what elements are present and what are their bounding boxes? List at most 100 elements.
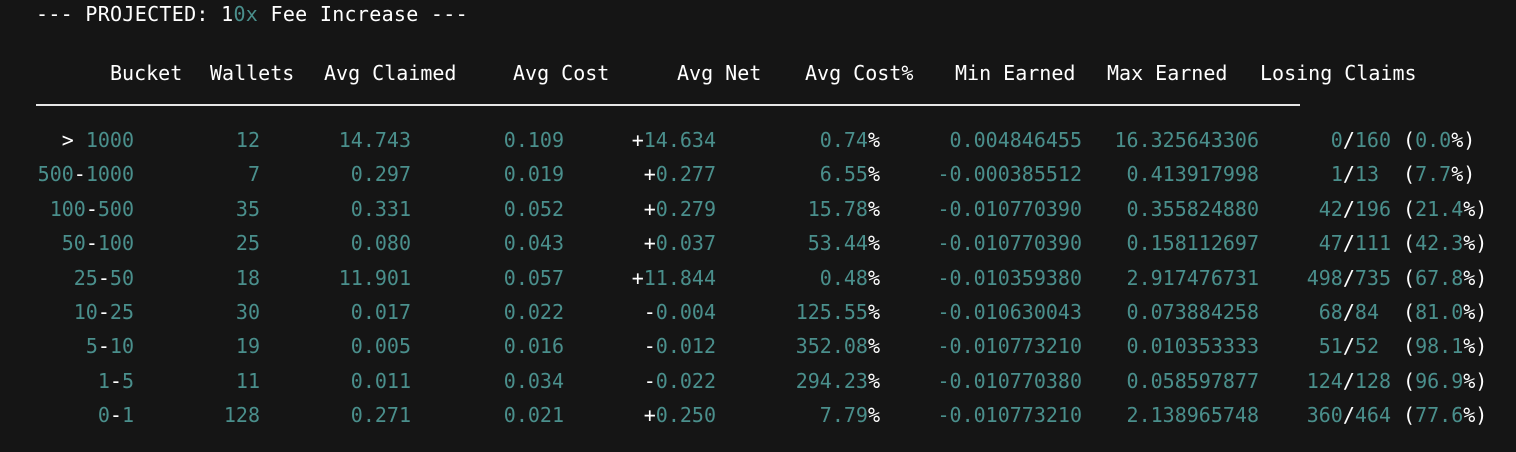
- table-row: 100-500 35 0.331 0.052 +0.279 15.78% -0.010770…: [0, 197, 1516, 231]
- cell-max-earned: 2.138965748: [1126, 403, 1259, 428]
- cell-avg-cost-pct: 294.23%: [795, 368, 880, 393]
- cell-avg-cost-pct: 352.08%: [795, 334, 880, 359]
- cell-min-earned: -0.010359380: [937, 265, 1083, 290]
- cell-min-earned: -0.010630043: [937, 300, 1083, 324]
- cell-avg-cost-pct: 6.55%: [819, 162, 880, 187]
- cell-avg-cost-pct: 0.74%: [819, 128, 880, 152]
- cell-wallets: 7: [247, 162, 260, 187]
- cell-avg-net: +0.250: [643, 403, 716, 428]
- cell-avg-cost: 0.022: [503, 300, 564, 324]
- cell-losing-claims: 0/160 (0.0%): [1330, 128, 1476, 152]
- cell-max-earned: 16.325643306: [1114, 128, 1260, 152]
- cell-losing-claims: 124/128 (96.9%): [1306, 368, 1488, 393]
- table-row: 500-1000 7 0.297 0.019 +0.277 6.55% -0.0003855…: [0, 162, 1516, 196]
- cell-max-earned: 2.917476731: [1126, 265, 1259, 290]
- cell-max-earned: 0.355824880: [1126, 196, 1259, 221]
- header-separator: [36, 104, 1300, 106]
- cell-avg-cost: 0.016: [503, 334, 564, 359]
- cell-min-earned: -0.000385512: [937, 162, 1083, 187]
- cell-bucket: 1-5: [97, 368, 134, 393]
- cell-losing-claims: 1/13 (7.7%): [1330, 162, 1476, 187]
- cell-avg-claimed: 14.743: [338, 128, 411, 152]
- cell-bucket: 25-50: [73, 265, 134, 290]
- cell-avg-claimed: 0.011: [350, 368, 411, 393]
- cell-bucket: 100-500: [49, 196, 134, 221]
- cell-avg-claimed: 0.271: [350, 403, 411, 428]
- cell-max-earned: 0.058597877: [1126, 368, 1259, 393]
- cell-losing-claims: 68/84 (81.0%): [1318, 300, 1488, 324]
- cell-min-earned: 0.004846455: [949, 128, 1082, 152]
- cell-avg-net: +0.277: [643, 162, 716, 187]
- cell-bucket: 0-1: [97, 403, 134, 428]
- cell-losing-claims: 42/196 (21.4%): [1318, 196, 1488, 221]
- cell-bucket: 5-10: [85, 334, 134, 359]
- cell-avg-net: +11.844: [631, 265, 716, 290]
- cell-losing-claims: 47/111 (42.3%): [1318, 231, 1488, 256]
- cell-avg-claimed: 0.297: [350, 162, 411, 187]
- cell-wallets: 30: [235, 300, 260, 324]
- cell-min-earned: -0.010773210: [937, 334, 1083, 359]
- cell-avg-claimed: 0.080: [350, 231, 411, 256]
- table-row: 50-100 25 0.080 0.043 +0.037 53.44% -0.0107703…: [0, 231, 1516, 265]
- cell-avg-cost: 0.052: [503, 196, 564, 221]
- cell-max-earned: 0.413917998: [1126, 162, 1259, 187]
- cell-avg-net: +0.279: [643, 196, 716, 221]
- table-row: > 1000 12 14.743 0.109 +14.634 0.74% 0.0048464…: [0, 128, 1516, 162]
- header-max-earned: Max Earned: [1107, 61, 1228, 85]
- header-avg-claimed: Avg Claimed: [324, 61, 457, 85]
- cell-wallets: 128: [223, 403, 260, 428]
- table-row: 1-5 11 0.011 0.034 -0.022 294.23% -0.010770380…: [0, 369, 1516, 403]
- cell-min-earned: -0.010770380: [937, 368, 1083, 393]
- cell-avg-net: -0.012: [643, 334, 716, 359]
- cell-avg-net: +14.634: [631, 128, 716, 152]
- cell-min-earned: -0.010770390: [937, 231, 1083, 256]
- header-wallets: Wallets: [210, 61, 295, 85]
- cell-avg-net: -0.004: [643, 300, 716, 324]
- cell-avg-cost-pct: 7.79%: [819, 403, 880, 428]
- report-title: --- PROJECTED: 10x Fee Increase ---: [36, 2, 468, 26]
- cell-losing-claims: 51/52 (98.1%): [1318, 334, 1488, 359]
- cell-avg-claimed: 11.901: [338, 265, 411, 290]
- cell-losing-claims: 360/464 (77.6%): [1306, 403, 1488, 428]
- cell-losing-claims: 498/735 (67.8%): [1306, 265, 1488, 290]
- cell-max-earned: 0.010353333: [1126, 334, 1259, 359]
- cell-avg-cost-pct: 0.48%: [819, 265, 880, 290]
- cell-avg-net: +0.037: [643, 231, 716, 256]
- cell-avg-claimed: 0.017: [350, 300, 411, 324]
- table-row: 10-25 30 0.017 0.022 -0.004 125.55% -0.0106300…: [0, 300, 1516, 334]
- header-avg-cost-pct: Avg Cost%: [805, 61, 914, 85]
- cell-avg-cost: 0.034: [503, 368, 564, 393]
- header-bucket: Bucket: [110, 61, 183, 85]
- cell-wallets: 11: [235, 368, 260, 393]
- cell-avg-cost: 0.109: [503, 128, 564, 152]
- cell-bucket: 10-25: [73, 300, 134, 324]
- cell-wallets: 25: [235, 231, 260, 256]
- header-min-earned: Min Earned: [955, 61, 1076, 85]
- cell-avg-claimed: 0.331: [350, 196, 411, 221]
- cell-max-earned: 0.158112697: [1126, 231, 1259, 256]
- cell-avg-cost-pct: 125.55%: [795, 300, 880, 324]
- cell-bucket: > 1000: [61, 128, 134, 152]
- cell-avg-cost: 0.021: [503, 403, 564, 428]
- cell-wallets: 19: [235, 334, 260, 359]
- cell-bucket: 500-1000: [37, 162, 134, 187]
- table-row: 0-1 128 0.271 0.021 +0.250 7.79% -0.010773210 2…: [0, 403, 1516, 437]
- header-avg-cost: Avg Cost: [513, 61, 610, 85]
- cell-min-earned: -0.010770390: [937, 196, 1083, 221]
- cell-avg-cost: 0.019: [503, 162, 564, 187]
- cell-avg-cost-pct: 53.44%: [807, 231, 880, 256]
- cell-avg-cost-pct: 15.78%: [807, 196, 880, 221]
- cell-avg-cost: 0.043: [503, 231, 564, 256]
- cell-max-earned: 0.073884258: [1126, 300, 1259, 324]
- cell-wallets: 35: [235, 196, 260, 221]
- table-row: 25-50 18 11.901 0.057 +11.844 0.48% -0.0103593…: [0, 266, 1516, 300]
- header-losing-claims: Losing Claims: [1260, 61, 1417, 85]
- cell-wallets: 12: [235, 128, 260, 152]
- cell-min-earned: -0.010773210: [937, 403, 1083, 428]
- cell-wallets: 18: [235, 265, 260, 290]
- cell-avg-cost: 0.057: [503, 265, 564, 290]
- cell-avg-net: -0.022: [643, 368, 716, 393]
- cell-avg-claimed: 0.005: [350, 334, 411, 359]
- header-avg-net: Avg Net: [677, 61, 762, 85]
- cell-bucket: 50-100: [61, 231, 134, 256]
